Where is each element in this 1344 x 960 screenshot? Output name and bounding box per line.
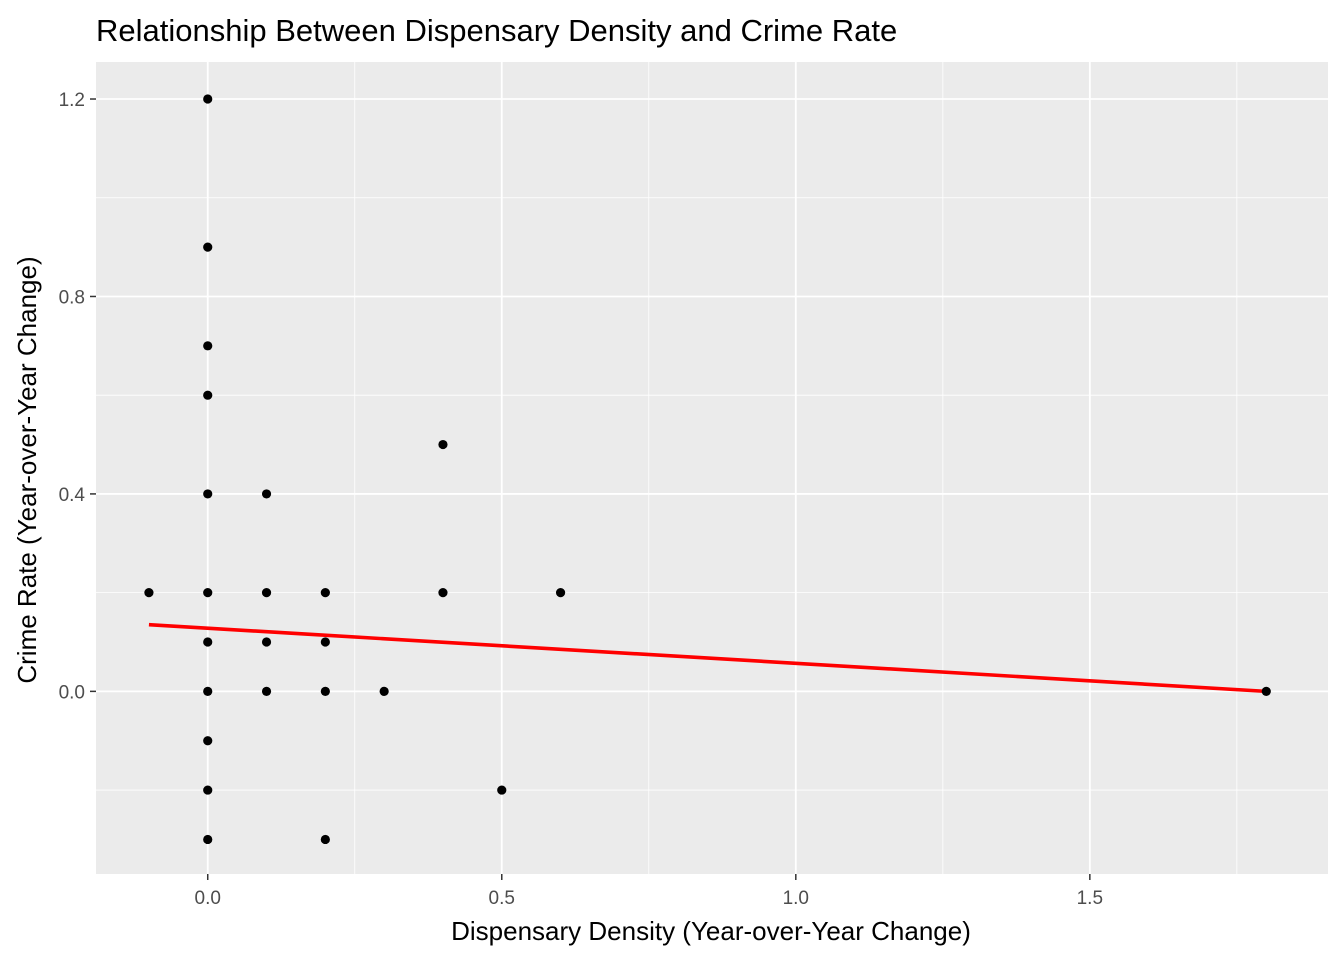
x-tick-label: 0.5 [489,888,515,909]
data-point [144,588,154,598]
data-point [203,390,213,400]
x-tick-label: 1.5 [1077,888,1103,909]
data-point [203,785,213,795]
data-point [203,94,213,104]
x-axis: 0.0 0.5 1.0 1.5 [195,874,1103,909]
minor-gridlines [96,62,1328,874]
chart-title: Relationship Between Dispensary Density … [96,13,897,48]
y-axis: 0.0 0.4 0.8 1.2 [59,90,96,703]
regression-line [148,622,1267,694]
data-point [1261,686,1271,696]
data-point [203,686,213,696]
y-tick-label: 0.0 [59,682,85,703]
y-tick-label: 0.4 [59,485,86,506]
fit-line-layer [148,622,1267,694]
data-point [497,785,507,795]
data-point [320,834,330,845]
data-point [320,637,330,647]
points-layer [144,94,1271,845]
x-axis-label: Dispensary Density (Year-over-Year Chang… [451,916,971,946]
data-point [555,588,566,598]
y-axis-label: Crime Rate (Year-over-Year Change) [12,256,42,683]
data-point [261,489,272,499]
data-point [203,242,213,252]
x-tick-label: 0.0 [195,888,221,909]
y-tick-label: 0.8 [59,287,85,308]
plot-panel [96,62,1328,874]
data-point [438,439,448,450]
y-tick-label: 1.2 [59,90,85,111]
x-tick-label: 1.0 [783,888,809,909]
data-point [203,834,213,845]
data-point [203,588,213,598]
data-point [203,637,213,647]
data-point [203,341,213,351]
data-point [320,588,330,598]
data-point [379,686,389,696]
data-point [438,588,448,598]
data-point [261,686,272,696]
data-point [203,736,213,746]
data-point [203,489,213,499]
major-gridlines [96,62,1328,874]
data-point [320,686,330,696]
data-point [261,588,272,598]
data-point [261,637,272,647]
